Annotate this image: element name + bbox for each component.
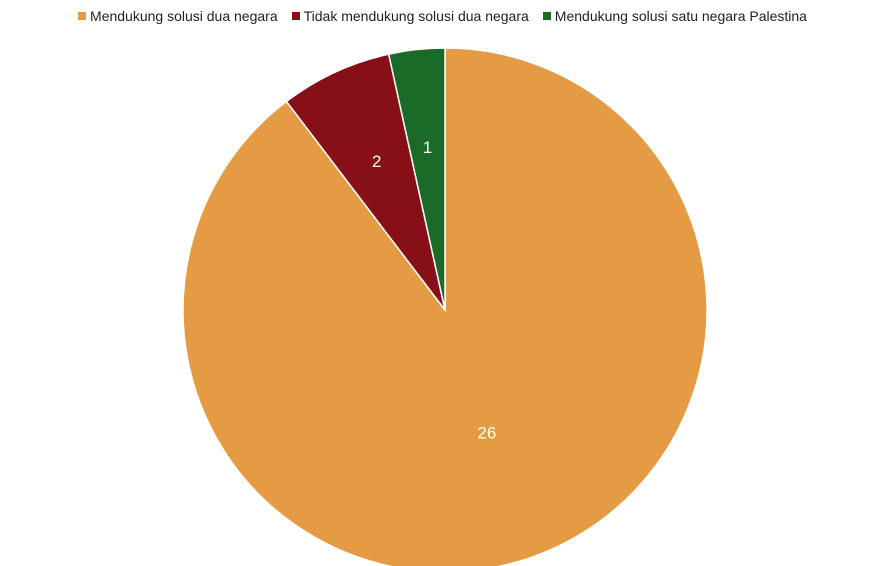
legend-swatch-support-one-state (542, 12, 551, 20)
legend-label-not-support-two-state: Tidak mendukung solusi dua negara (303, 8, 529, 24)
data-label-not-support-two-state: 2 (372, 152, 381, 171)
data-label-support-one-state: 1 (423, 138, 432, 157)
legend-item-support-two-state: Mendukung solusi dua negara (78, 8, 278, 24)
slice-support-one-state (387, 47, 446, 311)
slice-not-support-two-state (285, 53, 446, 311)
legend-swatch-support-two-state (78, 12, 87, 20)
data-label-support-two-state: 26 (477, 424, 496, 443)
legend: Mendukung solusi dua negara Tidak menduk… (0, 8, 885, 24)
legend-item-not-support-two-state: Tidak mendukung solusi dua negara (291, 8, 529, 24)
legend-item-support-one-state: Mendukung solusi satu negara Palestina (542, 8, 807, 24)
legend-label-support-one-state: Mendukung solusi satu negara Palestina (554, 8, 807, 24)
legend-label-support-two-state: Mendukung solusi dua negara (90, 8, 278, 24)
slice-support-two-state (182, 47, 708, 566)
legend-swatch-not-support-two-state (291, 12, 300, 20)
